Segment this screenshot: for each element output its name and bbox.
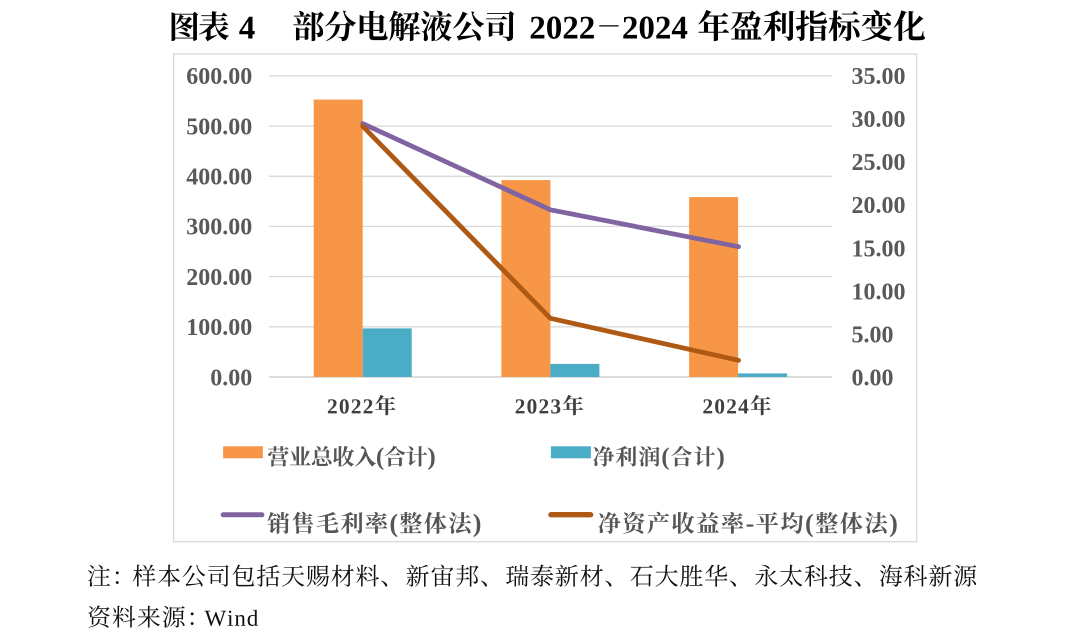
svg-text:30.00: 30.00 <box>852 107 906 133</box>
svg-text:200.00: 200.00 <box>186 265 252 291</box>
svg-text:400.00: 400.00 <box>186 165 252 191</box>
svg-text:300.00: 300.00 <box>186 215 252 241</box>
svg-text:0.00: 0.00 <box>852 365 894 391</box>
svg-text:0.00: 0.00 <box>210 365 252 391</box>
svg-text:25.00: 25.00 <box>852 150 906 176</box>
svg-text:5.00: 5.00 <box>852 322 894 348</box>
svg-text:100.00: 100.00 <box>186 315 252 341</box>
svg-text:20.00: 20.00 <box>852 193 906 219</box>
svg-text:600.00: 600.00 <box>186 64 252 90</box>
svg-text:15.00: 15.00 <box>852 236 906 262</box>
svg-text:35.00: 35.00 <box>852 64 906 90</box>
svg-text:500.00: 500.00 <box>186 114 252 140</box>
svg-text:10.00: 10.00 <box>852 279 906 305</box>
